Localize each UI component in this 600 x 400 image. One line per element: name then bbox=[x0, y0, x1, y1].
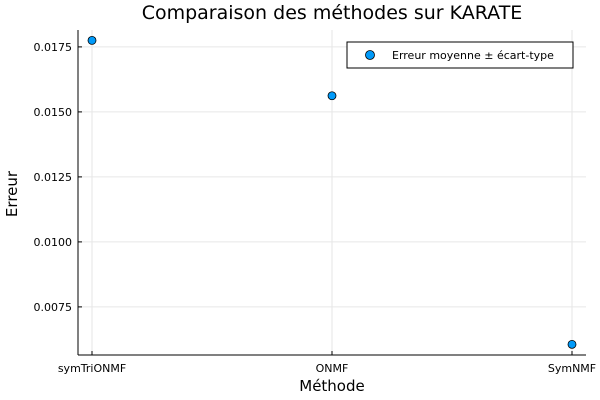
data-point bbox=[327, 91, 337, 101]
x-axis-ticks: symTriONMF ONMF SymNMF bbox=[58, 351, 596, 375]
data-points bbox=[87, 36, 577, 349]
legend-box bbox=[346, 41, 574, 69]
y-axis-label: Erreur bbox=[3, 170, 21, 217]
y-tick-label: 0.0100 bbox=[34, 236, 73, 249]
y-tick-label: 0.0175 bbox=[34, 41, 73, 54]
x-tick-label: SymNMF bbox=[548, 362, 596, 375]
x-axis-label: Méthode bbox=[299, 377, 365, 395]
data-point bbox=[87, 36, 97, 45]
grid bbox=[78, 30, 586, 355]
legend-label: Erreur moyenne ± écart-type bbox=[392, 49, 554, 62]
chart-title: Comparaison des méthodes sur KARATE bbox=[142, 2, 523, 24]
data-point bbox=[567, 339, 577, 349]
y-axis-ticks: 0.0075 0.0100 0.0125 0.0150 0.0175 bbox=[34, 41, 82, 314]
y-tick-label: 0.0075 bbox=[34, 301, 73, 314]
y-tick-label: 0.0125 bbox=[34, 171, 73, 184]
legend: Erreur moyenne ± écart-type bbox=[346, 41, 574, 69]
x-tick-label: symTriONMF bbox=[58, 362, 126, 375]
y-tick-label: 0.0150 bbox=[34, 106, 73, 119]
x-tick-label: ONMF bbox=[316, 362, 349, 375]
legend-marker bbox=[365, 50, 375, 60]
